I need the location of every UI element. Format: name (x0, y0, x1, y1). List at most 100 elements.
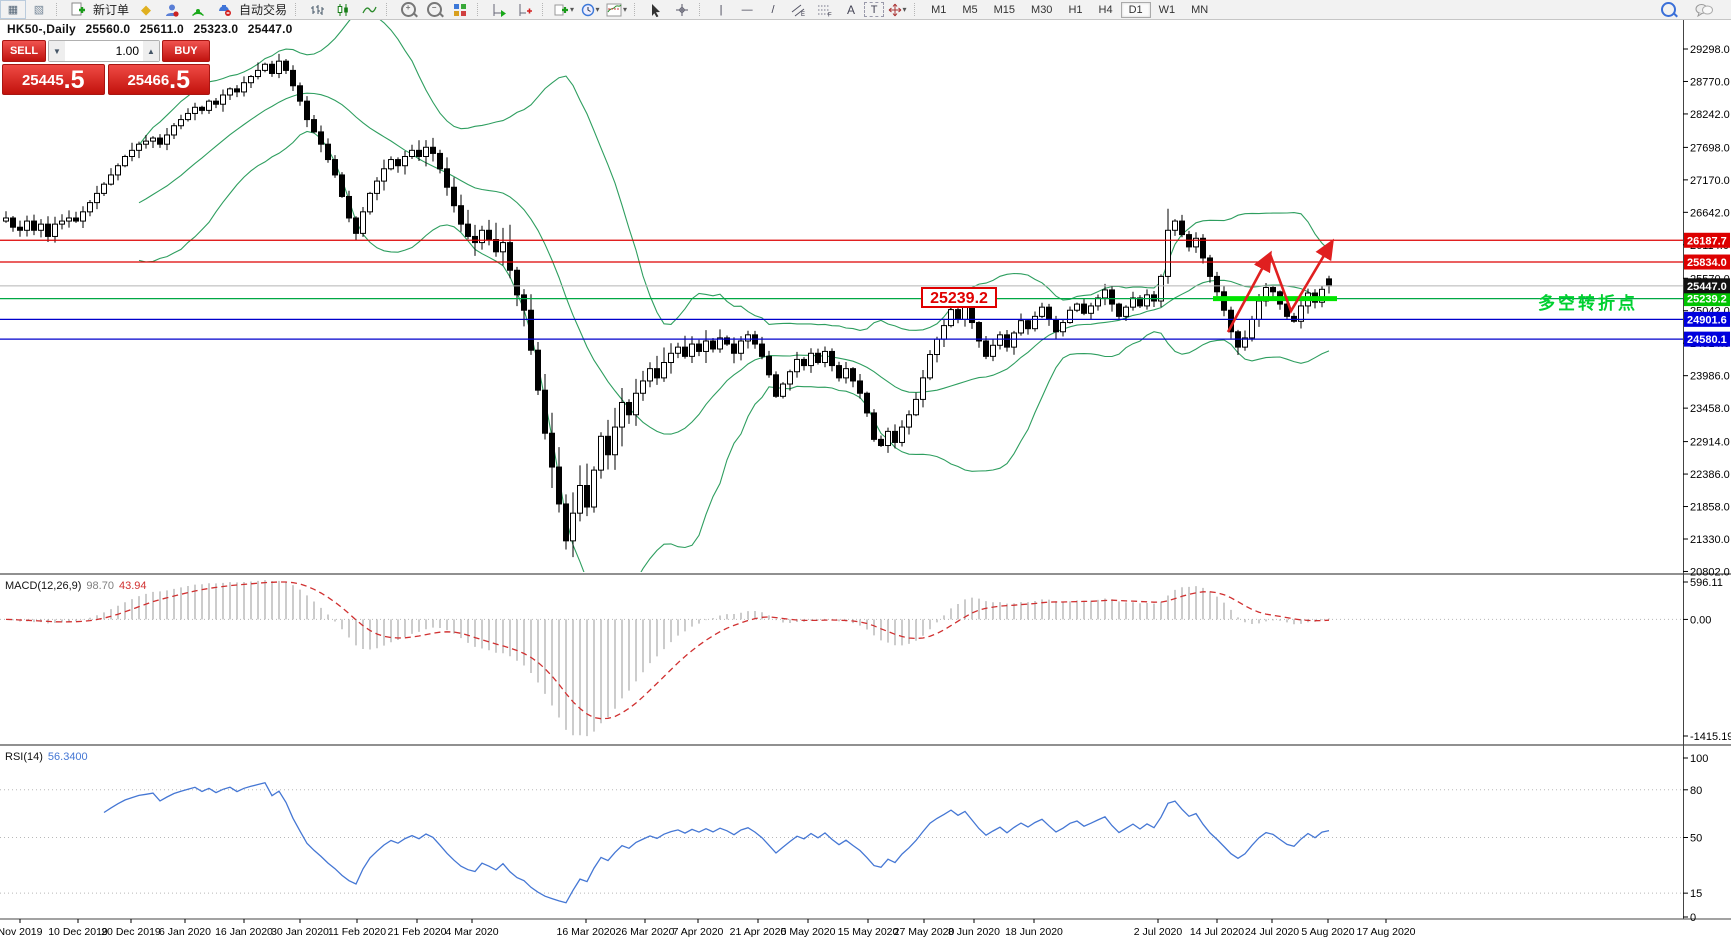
search-icon[interactable] (1655, 0, 1681, 19)
svg-text:100: 100 (1690, 753, 1708, 765)
add-indicator-icon[interactable]: ▾ (551, 0, 577, 19)
svg-text:22914.0: 22914.0 (1690, 437, 1730, 449)
tf-h4-button[interactable]: H4 (1098, 3, 1113, 16)
tf-d1-button[interactable]: D1 (1120, 1, 1151, 18)
profile-icon[interactable] (159, 0, 185, 19)
tile-windows-icon[interactable] (447, 0, 473, 19)
toolbar-grip (699, 3, 705, 16)
main-toolbar: ▦ ▧ 新订单 ◆ 自动交易 + − (0, 0, 1731, 20)
tf-m1-button[interactable]: M1 (931, 3, 947, 16)
turning-point-label: 多空转折点 (1538, 293, 1638, 313)
metaeditor-icon[interactable]: ◆ (141, 1, 152, 17)
sell-price-display[interactable]: 25445 .5 (2, 64, 105, 95)
volume-decrease-button[interactable]: ▼ (49, 41, 65, 61)
ohlc-low: 25323.0 (193, 22, 239, 36)
autotrading-label[interactable]: 自动交易 (239, 3, 288, 17)
fibonacci-icon[interactable]: F (812, 0, 838, 19)
toolbar-grip (386, 3, 392, 16)
auto-scroll-icon[interactable] (486, 0, 512, 19)
svg-text:21858.0: 21858.0 (1690, 502, 1730, 514)
svg-text:25834.0: 25834.0 (1687, 257, 1727, 269)
signals-icon[interactable] (185, 0, 211, 19)
symbol-name: HK50-,Daily (7, 22, 76, 36)
svg-text:4 Mar 2020: 4 Mar 2020 (445, 926, 498, 938)
svg-text:21330.0: 21330.0 (1690, 534, 1730, 546)
annotations: 25239.2 多空转折点 (921, 238, 1638, 333)
rsi-value: 56.3400 (47, 751, 88, 763)
ohlc-open: 25560.0 (85, 22, 131, 36)
equidistant-channel-icon[interactable]: E (786, 0, 812, 19)
tf-m5-button[interactable]: M5 (962, 3, 978, 16)
horizontal-lines (0, 239, 1683, 340)
svg-text:80: 80 (1690, 785, 1702, 797)
bar-chart-icon[interactable] (304, 0, 330, 19)
rsi-line (103, 781, 1330, 904)
templates-icon[interactable]: ▾ (603, 0, 630, 19)
svg-text:0.00: 0.00 (1690, 614, 1711, 626)
svg-text:28770.0: 28770.0 (1690, 76, 1730, 88)
trend-arrow (1226, 250, 1272, 333)
buy-button[interactable]: BUY (162, 40, 210, 62)
svg-text:Nov 2019: Nov 2019 (0, 926, 43, 938)
svg-text:11 Feb 2020: 11 Feb 2020 (328, 926, 386, 938)
macd-pane: 596.11 0.00 -1415.19 (0, 577, 1731, 743)
candles-group (3, 53, 1332, 558)
svg-text:20802.0: 20802.0 (1690, 566, 1730, 578)
zoom-in-icon[interactable]: + (395, 0, 421, 19)
macd-signal-line (5, 581, 1330, 720)
symbol-ohlc-line: HK50-,Daily 25560.0 25611.0 25323.0 2544… (7, 22, 299, 36)
svg-text:18 Jun 2020: 18 Jun 2020 (1005, 926, 1063, 938)
buy-price-display[interactable]: 25466 .5 (107, 64, 210, 95)
chart-shift-icon[interactable] (512, 0, 538, 19)
svg-text:21 Apr 2020: 21 Apr 2020 (730, 926, 787, 938)
timeframe-bar: M1 M5 M15 M30 H1 H4 D1 W1 MN (923, 0, 1216, 19)
candlestick-chart-icon[interactable] (330, 0, 356, 19)
ohlc-close: 25447.0 (247, 22, 293, 36)
price-callout-text: 25239.2 (930, 290, 988, 307)
volume-increase-button[interactable]: ▲ (143, 41, 159, 61)
trendline-icon[interactable]: / (771, 3, 775, 16)
arrows-tool-icon[interactable]: ▾ (884, 0, 910, 19)
autotrading-icon[interactable] (211, 0, 237, 19)
svg-text:27170.0: 27170.0 (1690, 175, 1730, 187)
chart-window-icon[interactable]: ▦ (0, 0, 26, 19)
tf-h1-button[interactable]: H1 (1068, 3, 1083, 16)
svg-text:24580.1: 24580.1 (1687, 334, 1727, 346)
tf-m30-button[interactable]: M30 (1031, 3, 1053, 16)
crosshair-icon[interactable] (669, 0, 695, 19)
svg-text:0: 0 (1690, 912, 1696, 924)
svg-text:5 May 2020: 5 May 2020 (781, 926, 836, 938)
line-chart-icon[interactable] (356, 0, 382, 19)
svg-text:-1415.19: -1415.19 (1690, 731, 1731, 743)
period-clock-icon[interactable]: ▾ (577, 0, 603, 19)
main-pane (3, 19, 1332, 572)
svg-text:28242.0: 28242.0 (1690, 109, 1730, 121)
tf-w1-button[interactable]: W1 (1158, 3, 1176, 16)
new-order-label[interactable]: 新订单 (93, 3, 130, 17)
tf-mn-button[interactable]: MN (1191, 3, 1209, 16)
svg-text:25239.2: 25239.2 (1687, 294, 1727, 306)
text-label-icon[interactable]: T (864, 2, 885, 17)
svg-text:E: E (801, 12, 805, 17)
macd-indicator-label: MACD(12,26,9) 98.70 43.94 (5, 580, 146, 592)
text-icon[interactable]: A (847, 2, 856, 17)
svg-text:16 Mar 2020: 16 Mar 2020 (557, 926, 616, 938)
chat-icon[interactable] (1691, 0, 1717, 19)
zoom-out-icon[interactable]: − (421, 0, 447, 19)
data-window-icon[interactable]: ▧ (33, 4, 45, 16)
cursor-icon[interactable] (643, 0, 669, 19)
svg-text:23986.0: 23986.0 (1690, 371, 1730, 383)
svg-text:15 May 2020: 15 May 2020 (838, 926, 899, 938)
sell-price-main: 25445 (21, 72, 64, 89)
svg-text:24901.6: 24901.6 (1687, 314, 1727, 326)
vertical-line-icon[interactable]: | (719, 3, 723, 16)
sell-button[interactable]: SELL (2, 40, 46, 62)
tf-m15-button[interactable]: M15 (993, 3, 1016, 16)
volume-input[interactable] (65, 41, 143, 61)
svg-text:26 Mar 2020: 26 Mar 2020 (616, 926, 675, 938)
new-order-icon[interactable] (65, 0, 91, 19)
svg-text:5 Aug 2020: 5 Aug 2020 (1301, 926, 1354, 938)
horizontal-line-icon[interactable]: — (741, 3, 753, 16)
